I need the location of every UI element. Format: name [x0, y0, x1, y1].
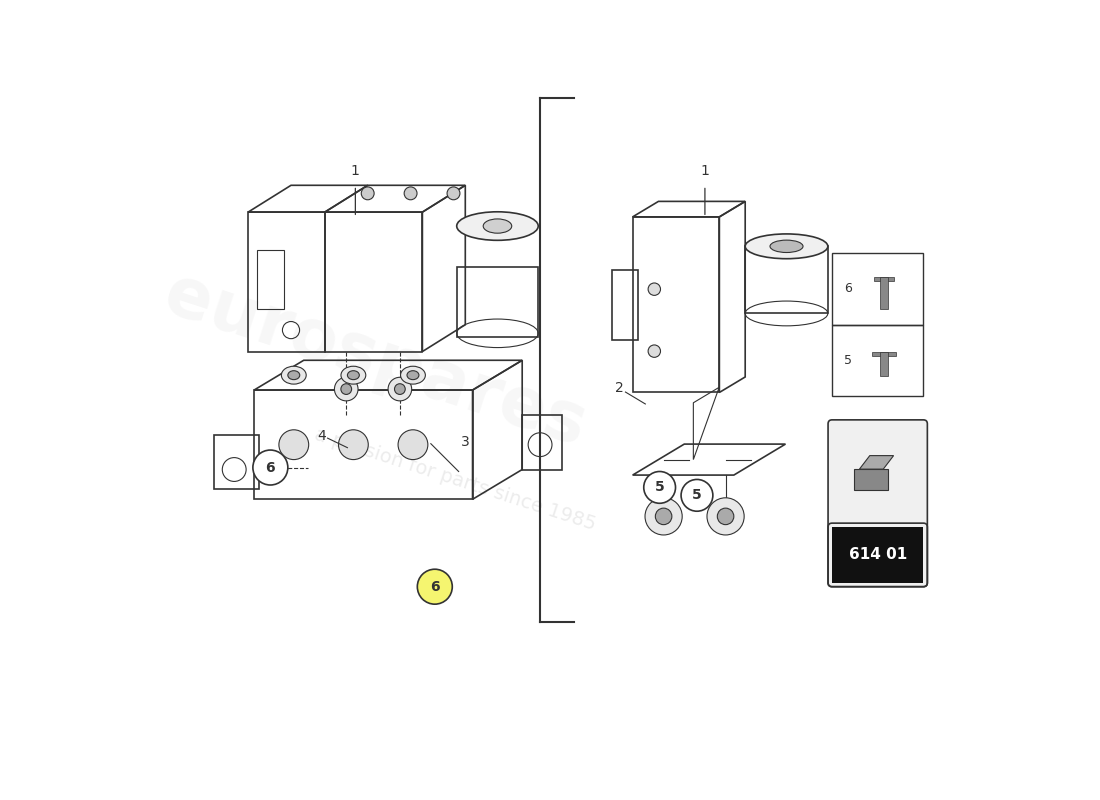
- Text: 1: 1: [351, 163, 360, 178]
- Text: 5: 5: [654, 480, 664, 494]
- Circle shape: [648, 283, 660, 295]
- Polygon shape: [854, 469, 888, 490]
- Bar: [254, 390, 473, 499]
- Circle shape: [339, 430, 369, 459]
- Bar: [214, 434, 258, 490]
- Circle shape: [645, 498, 682, 535]
- Bar: [832, 527, 923, 582]
- Bar: [871, 351, 895, 356]
- Bar: [832, 325, 923, 396]
- Text: 2: 2: [615, 381, 624, 395]
- Ellipse shape: [388, 378, 411, 401]
- Ellipse shape: [400, 366, 426, 384]
- Text: 6: 6: [844, 282, 851, 295]
- Text: 1: 1: [701, 163, 710, 178]
- Circle shape: [644, 471, 675, 503]
- Ellipse shape: [483, 219, 512, 233]
- Bar: [612, 270, 638, 340]
- Ellipse shape: [745, 234, 828, 258]
- Circle shape: [398, 430, 428, 459]
- Circle shape: [404, 187, 417, 200]
- Circle shape: [648, 345, 660, 358]
- Ellipse shape: [341, 366, 366, 384]
- FancyBboxPatch shape: [828, 420, 927, 586]
- Circle shape: [279, 430, 309, 459]
- Ellipse shape: [770, 240, 803, 253]
- Bar: [874, 277, 894, 281]
- Text: 3: 3: [461, 435, 470, 449]
- Ellipse shape: [288, 370, 300, 380]
- Text: a passion for parts since 1985: a passion for parts since 1985: [311, 425, 597, 534]
- Bar: [522, 415, 562, 470]
- Ellipse shape: [282, 366, 306, 384]
- Bar: [832, 253, 923, 325]
- Bar: [632, 217, 719, 393]
- Text: 614 01: 614 01: [848, 547, 906, 562]
- Bar: [880, 277, 888, 309]
- Bar: [249, 212, 324, 351]
- Circle shape: [361, 187, 374, 200]
- Circle shape: [707, 498, 745, 535]
- Circle shape: [681, 479, 713, 511]
- Circle shape: [717, 508, 734, 525]
- Ellipse shape: [341, 384, 352, 394]
- Circle shape: [656, 508, 672, 525]
- Ellipse shape: [456, 212, 538, 240]
- Circle shape: [447, 187, 460, 200]
- Text: 6: 6: [430, 580, 440, 594]
- Bar: [456, 267, 538, 337]
- Text: 6: 6: [265, 461, 275, 474]
- Circle shape: [253, 450, 288, 485]
- Bar: [324, 212, 422, 351]
- Bar: [880, 352, 888, 376]
- Text: 5: 5: [844, 354, 851, 366]
- Text: 4: 4: [318, 429, 327, 442]
- Ellipse shape: [348, 370, 360, 380]
- Bar: [256, 250, 284, 309]
- Circle shape: [417, 570, 452, 604]
- Text: eurospares: eurospares: [156, 261, 595, 460]
- Ellipse shape: [407, 370, 419, 380]
- Text: 5: 5: [692, 488, 702, 502]
- Bar: [745, 246, 828, 314]
- Ellipse shape: [395, 384, 405, 394]
- Polygon shape: [859, 456, 893, 469]
- Ellipse shape: [334, 378, 358, 401]
